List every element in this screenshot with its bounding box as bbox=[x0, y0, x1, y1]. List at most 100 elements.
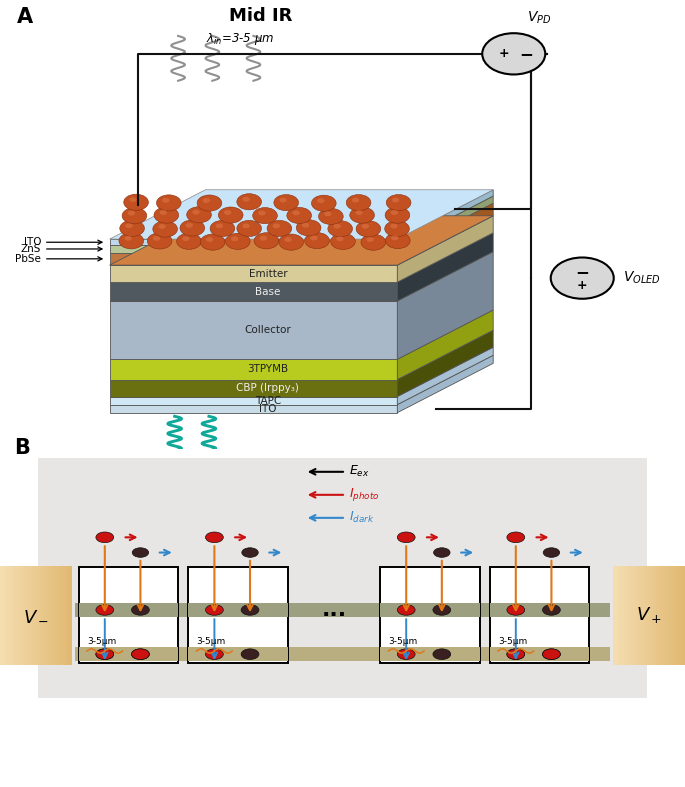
Circle shape bbox=[201, 234, 225, 250]
Ellipse shape bbox=[96, 604, 114, 615]
Ellipse shape bbox=[241, 648, 259, 660]
Text: ZnS: ZnS bbox=[21, 244, 102, 254]
Circle shape bbox=[287, 208, 312, 224]
Ellipse shape bbox=[206, 532, 223, 543]
Circle shape bbox=[361, 234, 386, 250]
Circle shape bbox=[258, 211, 266, 216]
Ellipse shape bbox=[96, 648, 114, 660]
FancyBboxPatch shape bbox=[36, 566, 40, 665]
Circle shape bbox=[386, 232, 410, 249]
Circle shape bbox=[336, 236, 344, 242]
Polygon shape bbox=[110, 265, 397, 283]
Circle shape bbox=[390, 224, 398, 228]
Circle shape bbox=[162, 198, 169, 203]
Text: $\lambda_{out}$=523 nm: $\lambda_{out}$=523 nm bbox=[113, 460, 190, 475]
FancyBboxPatch shape bbox=[68, 566, 72, 665]
Ellipse shape bbox=[397, 648, 415, 660]
Text: −: − bbox=[575, 263, 589, 281]
Circle shape bbox=[386, 194, 411, 211]
Circle shape bbox=[210, 220, 235, 237]
Text: $\lambda_{in}$=3-5 μm: $\lambda_{in}$=3-5 μm bbox=[206, 31, 274, 47]
Ellipse shape bbox=[543, 648, 560, 660]
Ellipse shape bbox=[96, 648, 114, 660]
FancyBboxPatch shape bbox=[380, 603, 479, 617]
Polygon shape bbox=[397, 347, 493, 405]
Ellipse shape bbox=[433, 648, 451, 660]
Ellipse shape bbox=[397, 604, 415, 615]
Text: Emitter: Emitter bbox=[249, 268, 287, 279]
Circle shape bbox=[186, 223, 193, 227]
FancyBboxPatch shape bbox=[58, 566, 61, 665]
Text: Mid IR: Mid IR bbox=[229, 7, 292, 24]
FancyBboxPatch shape bbox=[490, 567, 589, 663]
Circle shape bbox=[297, 220, 321, 236]
FancyBboxPatch shape bbox=[380, 647, 479, 661]
Polygon shape bbox=[110, 253, 397, 265]
Circle shape bbox=[242, 224, 250, 228]
FancyBboxPatch shape bbox=[490, 603, 589, 617]
Circle shape bbox=[153, 221, 177, 237]
FancyBboxPatch shape bbox=[38, 457, 647, 699]
Polygon shape bbox=[110, 190, 493, 239]
FancyBboxPatch shape bbox=[380, 567, 479, 663]
FancyBboxPatch shape bbox=[75, 647, 610, 661]
FancyBboxPatch shape bbox=[631, 566, 634, 665]
Text: 3-5μm: 3-5μm bbox=[197, 637, 226, 645]
FancyBboxPatch shape bbox=[663, 566, 667, 665]
FancyBboxPatch shape bbox=[649, 566, 653, 665]
Circle shape bbox=[385, 220, 410, 237]
Ellipse shape bbox=[132, 604, 149, 615]
Circle shape bbox=[310, 235, 318, 241]
Text: 3-5μm: 3-5μm bbox=[87, 637, 116, 645]
Polygon shape bbox=[397, 203, 493, 265]
Text: A: A bbox=[17, 7, 34, 27]
Circle shape bbox=[224, 210, 232, 215]
FancyBboxPatch shape bbox=[51, 566, 54, 665]
Polygon shape bbox=[397, 355, 493, 412]
Polygon shape bbox=[397, 310, 493, 379]
Text: Collector: Collector bbox=[245, 325, 291, 335]
Text: $E_{ex}$: $E_{ex}$ bbox=[349, 464, 370, 479]
Polygon shape bbox=[110, 239, 397, 246]
Circle shape bbox=[206, 237, 213, 242]
Circle shape bbox=[153, 236, 160, 241]
Circle shape bbox=[124, 194, 149, 210]
Circle shape bbox=[292, 210, 300, 216]
Circle shape bbox=[273, 224, 280, 228]
Ellipse shape bbox=[132, 548, 149, 557]
Circle shape bbox=[324, 212, 332, 216]
FancyBboxPatch shape bbox=[677, 566, 682, 665]
Circle shape bbox=[346, 194, 371, 211]
Text: $V_+$: $V_+$ bbox=[636, 605, 662, 625]
FancyBboxPatch shape bbox=[682, 566, 685, 665]
Ellipse shape bbox=[96, 532, 114, 543]
Circle shape bbox=[125, 236, 132, 241]
FancyBboxPatch shape bbox=[653, 566, 656, 665]
FancyBboxPatch shape bbox=[634, 566, 638, 665]
Circle shape bbox=[156, 195, 181, 211]
Circle shape bbox=[192, 210, 199, 215]
FancyBboxPatch shape bbox=[660, 566, 663, 665]
Text: $I_{photo}$: $I_{photo}$ bbox=[349, 486, 380, 504]
Circle shape bbox=[225, 233, 250, 249]
Circle shape bbox=[120, 220, 145, 236]
Circle shape bbox=[216, 224, 223, 228]
Circle shape bbox=[274, 194, 299, 211]
FancyBboxPatch shape bbox=[32, 566, 36, 665]
Circle shape bbox=[203, 198, 210, 203]
Ellipse shape bbox=[543, 604, 560, 615]
FancyBboxPatch shape bbox=[620, 566, 624, 665]
FancyBboxPatch shape bbox=[11, 566, 14, 665]
Text: 3-5μm: 3-5μm bbox=[388, 637, 418, 645]
Circle shape bbox=[267, 220, 292, 237]
FancyBboxPatch shape bbox=[14, 566, 18, 665]
Circle shape bbox=[362, 224, 369, 229]
Circle shape bbox=[279, 234, 303, 250]
Ellipse shape bbox=[206, 604, 223, 615]
Circle shape bbox=[219, 207, 243, 224]
FancyBboxPatch shape bbox=[188, 647, 288, 661]
Ellipse shape bbox=[397, 532, 415, 543]
Circle shape bbox=[482, 33, 545, 75]
Polygon shape bbox=[397, 331, 493, 397]
Ellipse shape bbox=[507, 532, 525, 543]
